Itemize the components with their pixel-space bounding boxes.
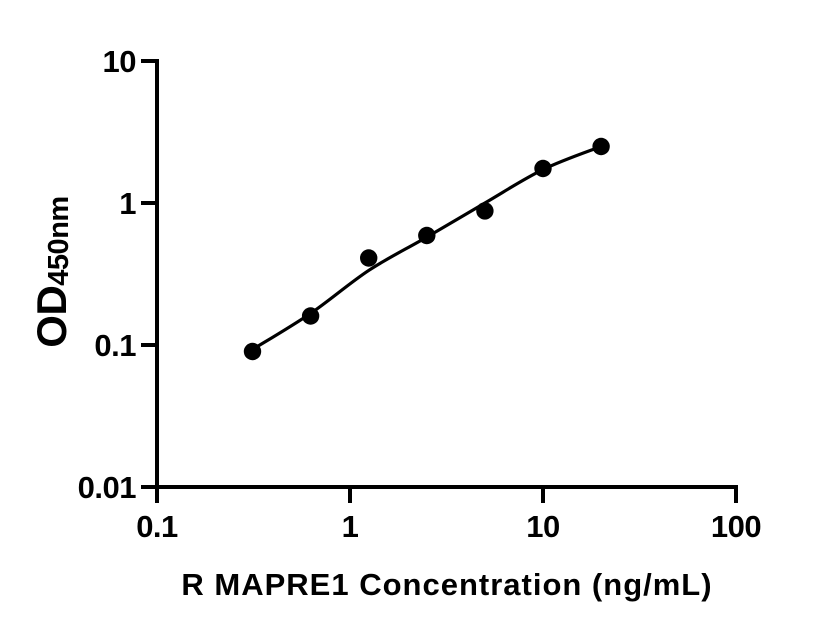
x-tick-label: 1 <box>342 509 359 544</box>
y-tick-label: 10 <box>103 44 136 79</box>
data-point <box>592 137 610 156</box>
y-axis-title-main: OD <box>28 285 75 348</box>
data-point <box>418 226 436 245</box>
x-tick-label: 0.1 <box>136 509 178 544</box>
y-tick-label: 0.01 <box>78 470 137 505</box>
data-point <box>534 159 552 178</box>
y-axis-title: OD450nm <box>28 196 76 347</box>
y-tick-label: 0.1 <box>94 328 136 363</box>
y-axis-title-subscript: 450nm <box>43 196 75 286</box>
data-point <box>360 249 378 267</box>
data-point <box>476 202 494 220</box>
x-axis-title: R MAPRE1 Concentration (ng/mL) <box>181 567 713 602</box>
x-tick-label: 10 <box>526 509 559 544</box>
x-tick-label: 100 <box>711 509 761 544</box>
data-point <box>301 307 320 325</box>
data-point <box>243 342 262 361</box>
y-tick-label: 1 <box>119 186 136 221</box>
